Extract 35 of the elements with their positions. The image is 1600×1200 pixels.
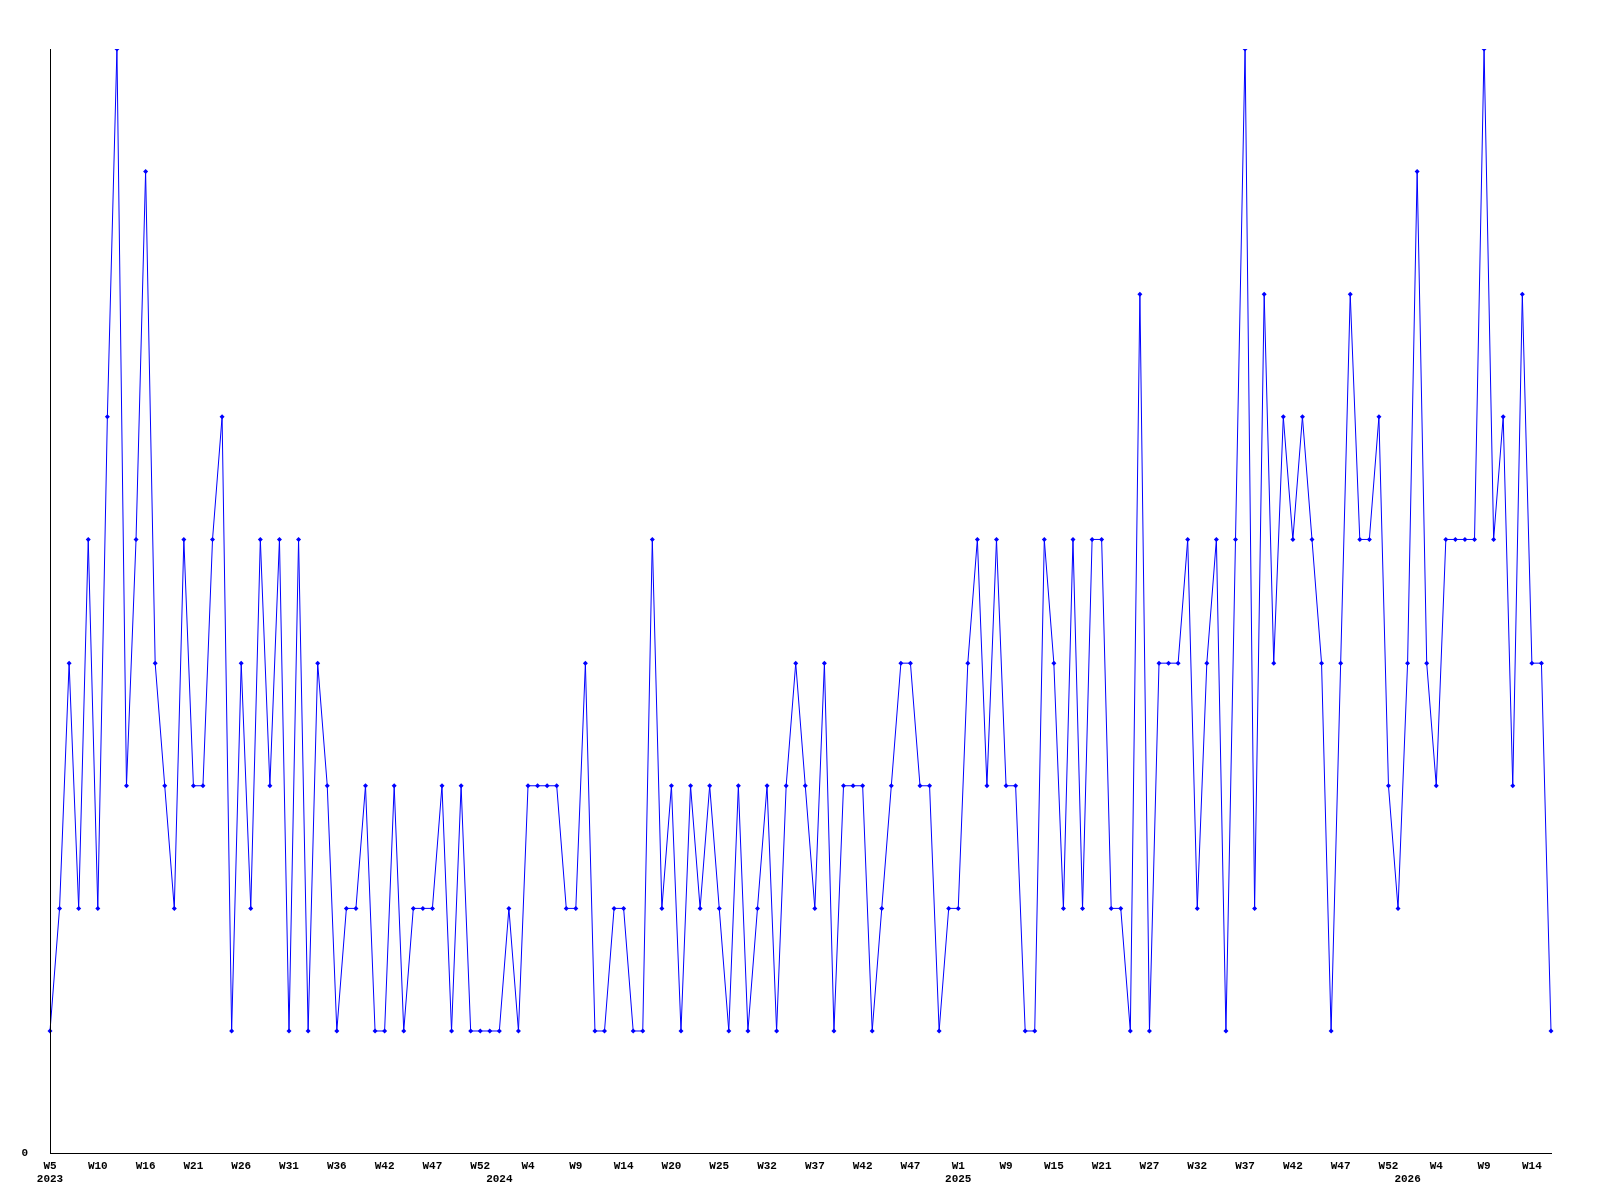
x-tick-label: W4 [521,1159,536,1172]
x-tick-label: W31 [279,1159,300,1172]
x-tick-label: W42 [1282,1159,1303,1172]
text: 0 [21,1147,28,1160]
x-tick-label: W10 [87,1159,108,1172]
x-tick-label: 2024 [486,1173,513,1186]
x-tick-label: W42 [374,1159,395,1172]
x-tick-label: W20 [661,1159,682,1172]
x-tick-label: W25 [709,1159,730,1172]
x-tick-label: W47 [422,1159,443,1172]
x-tick-label: W27 [1139,1159,1160,1172]
x-tick-label: W9 [999,1159,1013,1172]
x-tick-label: W14 [1521,1159,1543,1172]
x-tick-label: 2026 [1394,1173,1421,1186]
x-tick-label: W52 [470,1159,491,1172]
x-tick-label: W47 [900,1159,921,1172]
x-tick-label: W26 [231,1159,252,1172]
x-tick-label: W1 2025 [945,1159,972,1186]
x-tick-label: W15 [1043,1159,1065,1172]
x-tick-label: W9 [569,1159,583,1172]
x-tick-label: W32 [1187,1159,1208,1172]
x-tick-label: W52 [1378,1159,1399,1172]
x-tick-label: W37 [1235,1159,1255,1172]
x-tick-label: W4 [1429,1159,1444,1172]
x-tick-label: W36 [326,1159,347,1172]
x-tick-label: W42 [852,1159,873,1172]
x-tick-label: W14 [613,1159,634,1172]
x-tick-label: W32 [757,1159,777,1172]
x-tick-label: W16 [135,1159,156,1172]
x-tick-label: W9 [1477,1159,1491,1172]
x-tick-label: W47 [1330,1159,1351,1172]
x-tick-label: W5 2023 [36,1159,64,1186]
x-tick-label: W37 [804,1159,825,1172]
x-tick-label: W21 [1091,1159,1112,1172]
x-tick-label: W21 [183,1159,204,1172]
